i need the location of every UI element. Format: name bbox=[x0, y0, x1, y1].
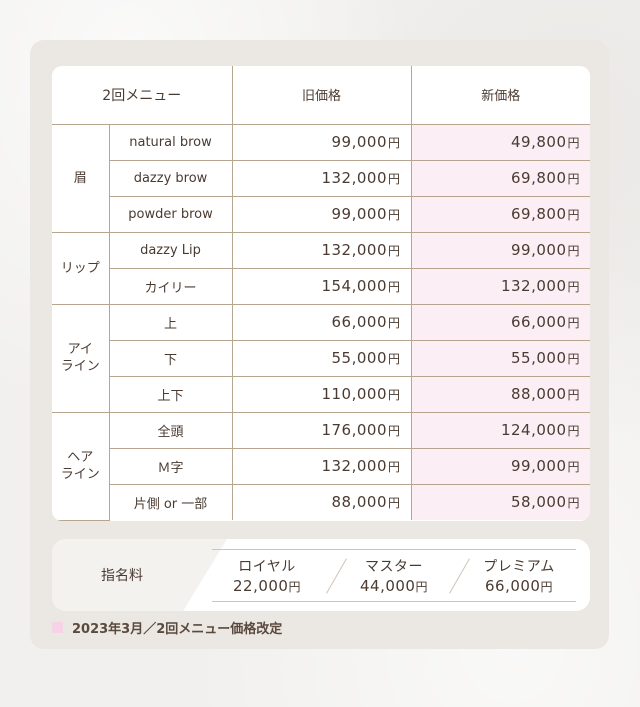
old-price-cell: 99,000円 bbox=[231, 123, 412, 161]
new-price-cell: 66,000円 bbox=[410, 303, 590, 341]
new-price-cell: 88,000円 bbox=[410, 375, 590, 413]
category-cell: アイ ライン bbox=[52, 303, 110, 413]
table-row: dazzy brow 132,000円 69,800円 bbox=[52, 159, 590, 197]
table-row: 下 55,000円 55,000円 bbox=[52, 339, 590, 377]
menu-item-cell: dazzy Lip bbox=[108, 231, 233, 269]
new-price-cell: 58,000円 bbox=[410, 483, 590, 520]
fee-name: プレミアム bbox=[483, 559, 555, 575]
old-price-cell: 88,000円 bbox=[231, 483, 412, 520]
table-row: 眉 natural brow 99,000円 49,800円 bbox=[52, 123, 590, 233]
note-text: 2023年3月／2回メニュー価格改定 bbox=[72, 622, 283, 637]
new-price-cell: 69,800円 bbox=[410, 195, 590, 233]
header-new-price: 新価格 bbox=[410, 66, 590, 125]
old-price-cell: 99,000円 bbox=[231, 195, 412, 233]
fee-item-master: マスター 44,000円 bbox=[339, 550, 449, 601]
menu-item-cell: dazzy brow bbox=[109, 159, 233, 197]
nomination-fee-card: 指名料 ロイヤル 22,000円 マスター 44,000円 プレミアム 66,0… bbox=[52, 539, 590, 611]
new-price-cell: 99,000円 bbox=[410, 231, 590, 269]
old-price-cell: 66,000円 bbox=[231, 303, 412, 341]
menu-item-cell: 片側 or 一部 bbox=[109, 483, 233, 520]
new-price-cell: 69,800円 bbox=[410, 159, 590, 197]
old-price-cell: 55,000円 bbox=[231, 339, 412, 377]
fee-item-royal: ロイヤル 22,000円 bbox=[212, 550, 322, 601]
header-old-price: 旧価格 bbox=[231, 66, 412, 125]
table-row: ヘア ライン 全頭 176,000円 124,000円 bbox=[52, 411, 590, 521]
fee-amount: 44,000円 bbox=[359, 577, 428, 595]
new-price-cell: 124,000円 bbox=[410, 411, 590, 449]
old-price-cell: 154,000円 bbox=[231, 267, 412, 305]
old-price-cell: 176,000円 bbox=[231, 411, 412, 449]
category-cell: 眉 bbox=[52, 123, 110, 233]
price-panel: 2回メニュー 旧価格 新価格 眉 natural brow 99,000円 49,80… bbox=[30, 40, 609, 649]
header-menu: 2回メニュー bbox=[52, 66, 233, 125]
old-price-cell: 132,000円 bbox=[231, 231, 412, 269]
category-cell: ヘア ライン bbox=[52, 411, 110, 521]
menu-item-cell: カイリー bbox=[109, 267, 233, 305]
old-price-cell: 110,000円 bbox=[231, 375, 412, 413]
menu-item-cell: Ｍ字 bbox=[109, 447, 233, 485]
price-table: 2回メニュー 旧価格 新価格 眉 natural brow 99,000円 49,80… bbox=[52, 66, 590, 521]
fee-item-premium: プレミアム 66,000円 bbox=[464, 550, 574, 601]
new-price-cell: 49,800円 bbox=[410, 123, 590, 161]
table-header-row: 2回メニュー 旧価格 新価格 bbox=[52, 66, 590, 125]
menu-item-cell: 下 bbox=[109, 339, 233, 377]
table-row: 上下 110,000円 88,000円 bbox=[52, 375, 590, 413]
price-table-card: 2回メニュー 旧価格 新価格 眉 natural brow 99,000円 49,80… bbox=[52, 66, 590, 521]
fee-amount: 66,000円 bbox=[484, 577, 553, 595]
menu-item-cell: 全頭 bbox=[108, 411, 233, 449]
fee-amount: 22,000円 bbox=[232, 577, 301, 595]
new-price-cell: 55,000円 bbox=[410, 339, 590, 377]
table-row: powder brow 99,000円 69,800円 bbox=[52, 195, 590, 233]
old-price-cell: 132,000円 bbox=[231, 159, 412, 197]
table-row: Ｍ字 132,000円 99,000円 bbox=[52, 447, 590, 485]
category-cell: リップ bbox=[52, 231, 110, 305]
table-row: リップ dazzy Lip 132,000円 99,000円 bbox=[52, 231, 590, 305]
table-row: カイリー 154,000円 132,000円 bbox=[52, 267, 590, 305]
menu-item-cell: powder brow bbox=[109, 195, 233, 233]
table-row: アイ ライン上 66,000円 66,000円 bbox=[52, 303, 590, 413]
fee-items: ロイヤル 22,000円 マスター 44,000円 プレミアム 66,000円 bbox=[212, 549, 576, 602]
note-marker bbox=[52, 622, 63, 633]
menu-item-cell: 上 bbox=[108, 303, 233, 341]
old-price-cell: 132,000円 bbox=[231, 447, 412, 485]
menu-item-cell: 上下 bbox=[109, 375, 233, 413]
fee-name: ロイヤル bbox=[238, 559, 296, 575]
new-price-cell: 99,000円 bbox=[410, 447, 590, 485]
menu-item-cell: natural brow bbox=[108, 123, 233, 161]
fee-name: マスター bbox=[365, 559, 423, 575]
fee-label: 指名料 bbox=[101, 568, 143, 584]
new-price-cell: 132,000円 bbox=[410, 267, 590, 305]
revision-note: 2023年3月／2回メニュー価格改定 bbox=[52, 618, 282, 637]
table-row: 片側 or 一部 88,000円 58,000円 bbox=[52, 483, 590, 520]
